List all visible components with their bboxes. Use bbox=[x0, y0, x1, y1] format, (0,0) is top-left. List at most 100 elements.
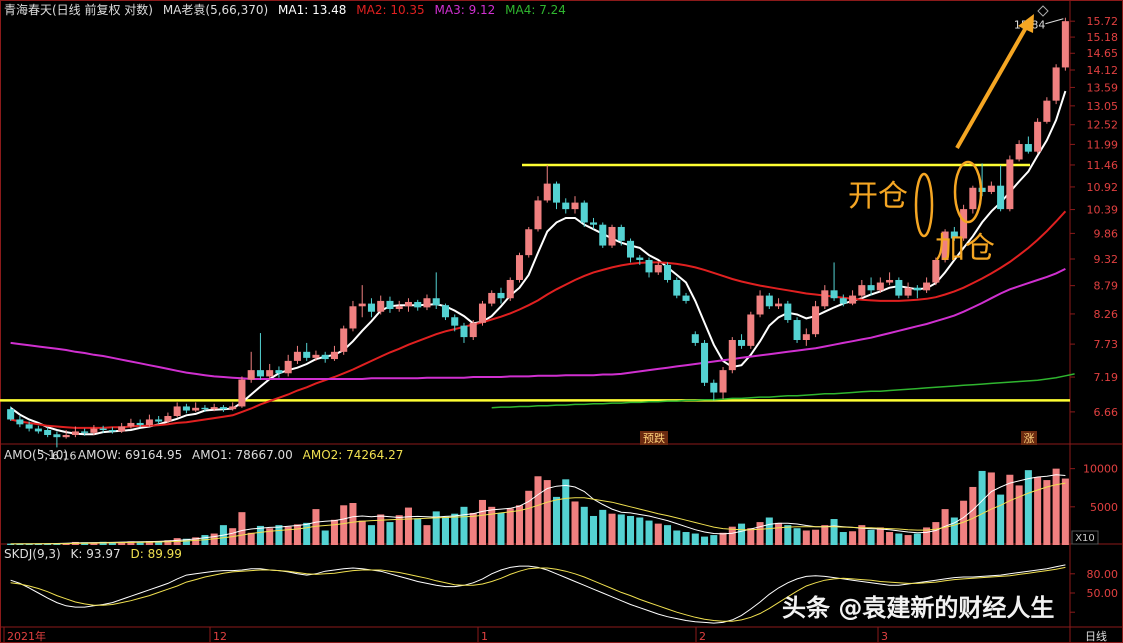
annotation-open-position: 开仓 bbox=[848, 179, 908, 214]
candle-body bbox=[1043, 100, 1051, 122]
candle-body bbox=[645, 259, 653, 273]
volume-bar bbox=[701, 536, 709, 545]
candle-body bbox=[210, 407, 218, 410]
volume-bar bbox=[497, 512, 505, 545]
volume-bar bbox=[710, 535, 718, 545]
price-tick-label: 9.32 bbox=[1094, 253, 1119, 266]
candle-body bbox=[765, 295, 773, 307]
candle-body bbox=[451, 317, 459, 326]
candle-body bbox=[552, 183, 561, 203]
volume-bar bbox=[821, 525, 829, 545]
volume-bar bbox=[340, 505, 348, 545]
volume-bar bbox=[645, 520, 653, 545]
kdj-d-line bbox=[10, 566, 1066, 622]
candle-body bbox=[414, 301, 422, 308]
candle-body bbox=[127, 422, 135, 427]
marker-low-label: 预跌 bbox=[643, 431, 665, 445]
ma4-value: MA4: 7.24 bbox=[505, 3, 566, 17]
marker-high-label: 涨 bbox=[1024, 432, 1035, 445]
volume-bar bbox=[145, 541, 153, 545]
volume-bar bbox=[571, 501, 579, 545]
candle-body bbox=[441, 305, 449, 318]
candle-body bbox=[155, 419, 163, 422]
candle-body bbox=[691, 334, 699, 343]
watermark-text: 头条 @袁建新的财经人生 bbox=[782, 594, 1054, 622]
candle-body bbox=[599, 224, 607, 246]
kdj-tick-label: 80.00 bbox=[1087, 568, 1119, 581]
candle-body bbox=[219, 407, 227, 410]
volume-bar bbox=[386, 522, 394, 545]
volume-bar bbox=[182, 538, 190, 545]
volume-bar bbox=[904, 535, 912, 545]
candle-body bbox=[571, 202, 579, 210]
price-tick-label: 10.92 bbox=[1087, 181, 1119, 194]
candle-body bbox=[53, 434, 61, 438]
candle-body bbox=[192, 407, 200, 411]
price-tick-label: 8.79 bbox=[1094, 280, 1119, 293]
candle-body bbox=[7, 409, 15, 420]
volume-bar bbox=[118, 542, 126, 545]
candle-body bbox=[99, 428, 107, 430]
volume-bar bbox=[358, 520, 366, 545]
candle-body bbox=[173, 406, 181, 417]
candle-body bbox=[256, 370, 264, 377]
candle-body bbox=[340, 328, 348, 352]
candle-body bbox=[589, 222, 598, 225]
volume-bar bbox=[691, 533, 699, 545]
volume-bar bbox=[506, 508, 514, 545]
price-tick-label: 13.59 bbox=[1087, 81, 1119, 94]
volume-bar bbox=[321, 530, 329, 545]
volume-bar bbox=[34, 543, 42, 545]
amo-ma-long-line bbox=[10, 482, 1066, 545]
candle-body bbox=[358, 303, 366, 307]
candle-body bbox=[266, 370, 274, 377]
price-tick-label: 12.52 bbox=[1087, 119, 1119, 132]
volume-bar bbox=[349, 503, 357, 545]
volume-bar bbox=[867, 529, 875, 545]
volume-bar bbox=[627, 515, 635, 545]
candle-body bbox=[330, 351, 338, 360]
volume-bar bbox=[1061, 478, 1069, 545]
candle-body bbox=[747, 314, 755, 346]
volume-bar bbox=[1006, 474, 1014, 545]
volume-bar bbox=[580, 506, 588, 545]
low-price-label: 6.16 bbox=[52, 449, 77, 462]
add-position-ellipse bbox=[953, 160, 983, 224]
price-tick-label: 6.66 bbox=[1094, 406, 1119, 419]
volume-bar bbox=[164, 540, 172, 545]
candle-body bbox=[395, 306, 403, 310]
candle-body bbox=[830, 290, 838, 299]
candle-body bbox=[423, 298, 431, 308]
volume-bar bbox=[886, 532, 894, 545]
volume-bar bbox=[802, 530, 810, 545]
candle-body bbox=[201, 407, 209, 410]
volume-bar bbox=[367, 525, 375, 545]
candle-body bbox=[469, 322, 477, 338]
candle-body bbox=[858, 285, 866, 296]
volume-bar bbox=[330, 519, 338, 545]
candle-body bbox=[775, 303, 783, 307]
candle-body bbox=[497, 292, 505, 299]
skdj-name: SKDJ(9,3) bbox=[4, 547, 61, 561]
volume-bar bbox=[682, 532, 690, 545]
volume-bar bbox=[293, 524, 301, 545]
stock-title[interactable]: 青海春天(日线 前复权 对数) bbox=[4, 3, 153, 17]
candle-body bbox=[904, 287, 912, 296]
low-price-pointer bbox=[37, 448, 51, 456]
volume-bar bbox=[414, 518, 422, 545]
candle-body bbox=[654, 264, 662, 273]
candle-body bbox=[525, 229, 533, 256]
volume-bar bbox=[469, 512, 477, 545]
volume-bar bbox=[636, 517, 644, 545]
candle-body bbox=[1052, 67, 1060, 101]
candle-body bbox=[377, 300, 385, 312]
corner-diamond-icon bbox=[1037, 5, 1049, 17]
volume-bar bbox=[747, 528, 755, 545]
volume-bar bbox=[478, 499, 487, 545]
candle-body bbox=[728, 340, 736, 371]
candle-body bbox=[118, 426, 126, 432]
volume-bar bbox=[488, 506, 496, 545]
candle-body bbox=[738, 340, 746, 346]
amo2-value: AMO2: 74264.27 bbox=[302, 448, 404, 462]
kdj-header: SKDJ(9,3) K: 93.97 D: 89.99 bbox=[4, 545, 188, 563]
